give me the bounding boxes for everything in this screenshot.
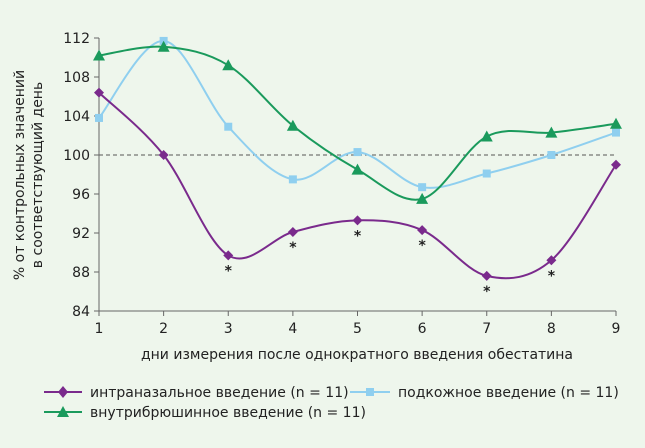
legend-marker-triangle <box>57 406 69 417</box>
chart-series <box>93 36 622 281</box>
data-point <box>416 192 429 204</box>
legend-label-intranasal: интраназальное введение (n = 11) <box>90 385 349 401</box>
y-tick-label: 108 <box>63 70 90 86</box>
significance-star: * <box>289 240 297 256</box>
data-point <box>610 117 622 129</box>
series-line <box>98 39 617 189</box>
x-axis-label: дни измерения после однократного введени… <box>141 347 573 363</box>
data-point <box>611 159 621 170</box>
data-point <box>480 130 493 142</box>
significance-star: * <box>483 284 491 300</box>
data-point <box>224 122 233 131</box>
y-tick-label: 104 <box>63 109 90 125</box>
data-point <box>482 169 491 178</box>
series-line <box>98 91 617 280</box>
legend: интраназальное введение (n = 11) подкожн… <box>44 385 619 421</box>
significance-markers: * * * * * * <box>225 228 556 300</box>
legend-marker-square <box>366 388 374 396</box>
data-point <box>352 215 363 226</box>
data-point <box>222 59 235 71</box>
data-point <box>95 113 103 122</box>
data-point <box>353 148 362 157</box>
y-tick-label: 112 <box>63 31 90 47</box>
legend-item-intranasal: интраназальное введение (n = 11) <box>44 385 349 401</box>
data-point <box>287 227 298 238</box>
significance-star: * <box>548 268 556 284</box>
y-axis-label-line1: % от контрольных значений <box>12 70 28 280</box>
y-axis-label: % от контрольных значений в соответствую… <box>12 70 46 280</box>
x-tick-label: 8 <box>547 321 556 337</box>
data-point <box>417 225 428 236</box>
y-tick-label: 96 <box>72 187 90 203</box>
x-tick-label: 7 <box>482 321 491 337</box>
x-tick-label: 1 <box>95 321 104 337</box>
significance-star: * <box>418 238 426 254</box>
legend-item-subcutaneous: подкожное введение (n = 11) <box>350 385 619 401</box>
legend-item-intraperitoneal: внутрибрюшинное введение (n = 11) <box>44 405 366 421</box>
data-point <box>547 151 556 159</box>
x-tick-label: 4 <box>288 321 297 337</box>
y-tick-label: 88 <box>72 265 90 281</box>
data-point <box>481 270 492 281</box>
legend-marker-diamond <box>58 386 68 398</box>
y-ticks: 84 88 92 96 100 104 108 112 <box>63 31 99 320</box>
series-triangle <box>93 40 622 204</box>
legend-label-intraperitoneal: внутрибрюшинное введение (n = 11) <box>90 405 366 421</box>
significance-star: * <box>354 228 362 244</box>
x-tick-label: 3 <box>224 321 233 337</box>
data-point <box>612 128 620 137</box>
data-point <box>288 175 297 184</box>
data-point <box>418 183 427 192</box>
y-axis-label-line2: в соответствующий день <box>30 82 46 268</box>
data-point <box>545 126 558 138</box>
x-tick-label: 2 <box>159 321 168 337</box>
data-point <box>94 87 104 98</box>
legend-label-subcutaneous: подкожное введение (n = 11) <box>398 385 619 401</box>
data-point <box>158 150 169 160</box>
data-point <box>93 49 105 61</box>
data-point <box>286 119 299 131</box>
series-diamond <box>94 87 621 281</box>
y-tick-label: 92 <box>72 226 90 242</box>
data-point <box>223 250 234 261</box>
data-point <box>157 40 170 52</box>
y-tick-label: 84 <box>72 304 90 320</box>
x-tick-label: 5 <box>353 321 362 337</box>
data-point <box>546 255 557 266</box>
x-tick-label: 9 <box>612 321 621 337</box>
data-point <box>351 163 364 175</box>
y-tick-label: 100 <box>63 148 90 164</box>
x-ticks: 1 2 3 4 5 6 7 8 9 <box>95 311 621 337</box>
significance-star: * <box>225 263 233 279</box>
x-tick-label: 6 <box>418 321 427 337</box>
